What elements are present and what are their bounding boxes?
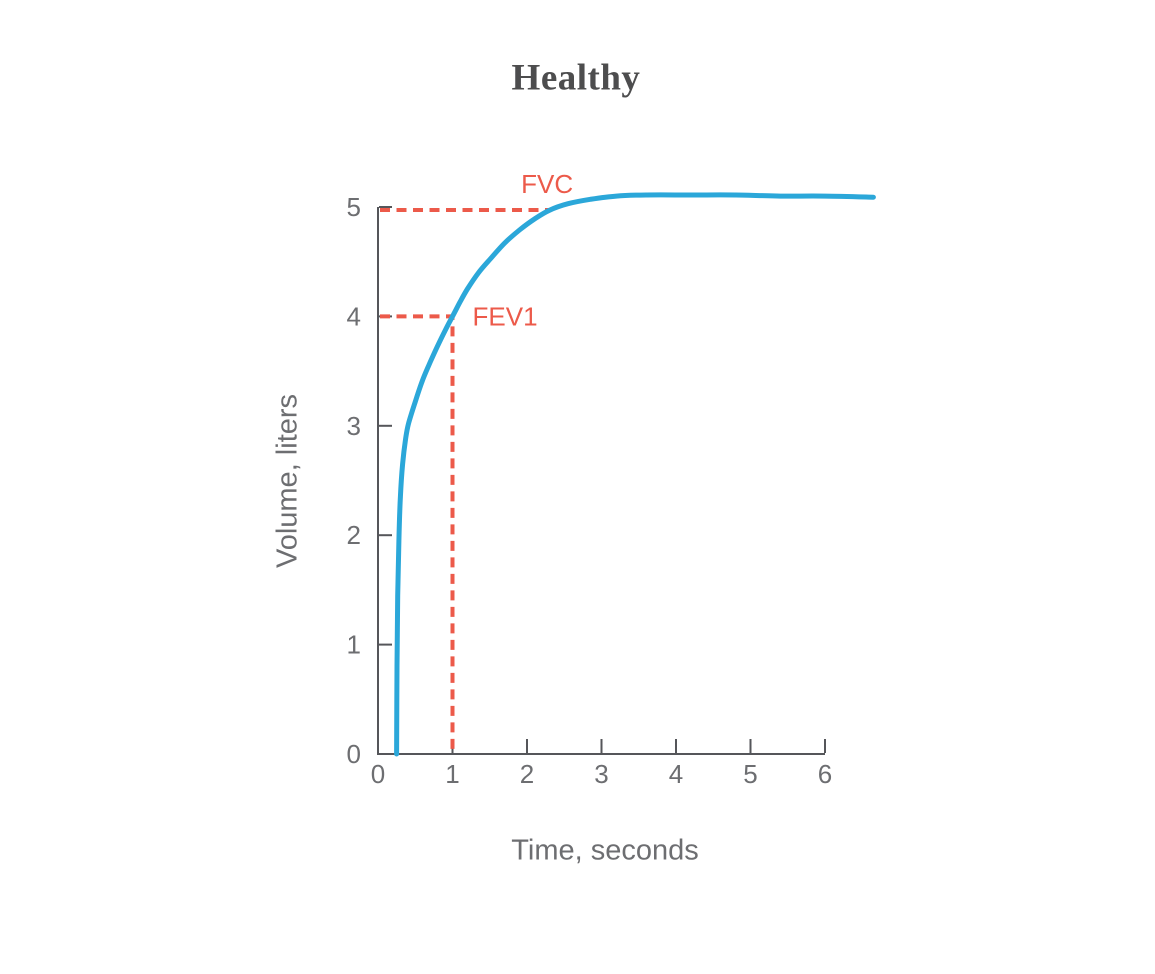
y-tick-label: 1 [347,630,361,660]
x-tick-label: 6 [818,759,832,789]
x-tick-label: 4 [669,759,683,789]
y-tick-label: 3 [347,411,361,441]
x-tick-label: 3 [594,759,608,789]
y-tick-label: 2 [347,520,361,550]
fvc-label: FVC [521,169,573,199]
volume-time-curve [394,192,876,757]
x-tick-label: 1 [445,759,459,789]
fev1-label: FEV1 [473,301,538,331]
chart-title: Healthy [511,57,641,99]
y-tick-label: 0 [347,739,361,769]
axes-lines [377,207,825,755]
x-tick-label: 2 [520,759,534,789]
y-tick-label: 5 [347,192,361,222]
x-tick-label: 0 [371,759,385,789]
x-axis-title: Time, seconds [511,834,699,867]
y-tick-label: 4 [347,301,361,331]
x-tick-label: 5 [743,759,757,789]
